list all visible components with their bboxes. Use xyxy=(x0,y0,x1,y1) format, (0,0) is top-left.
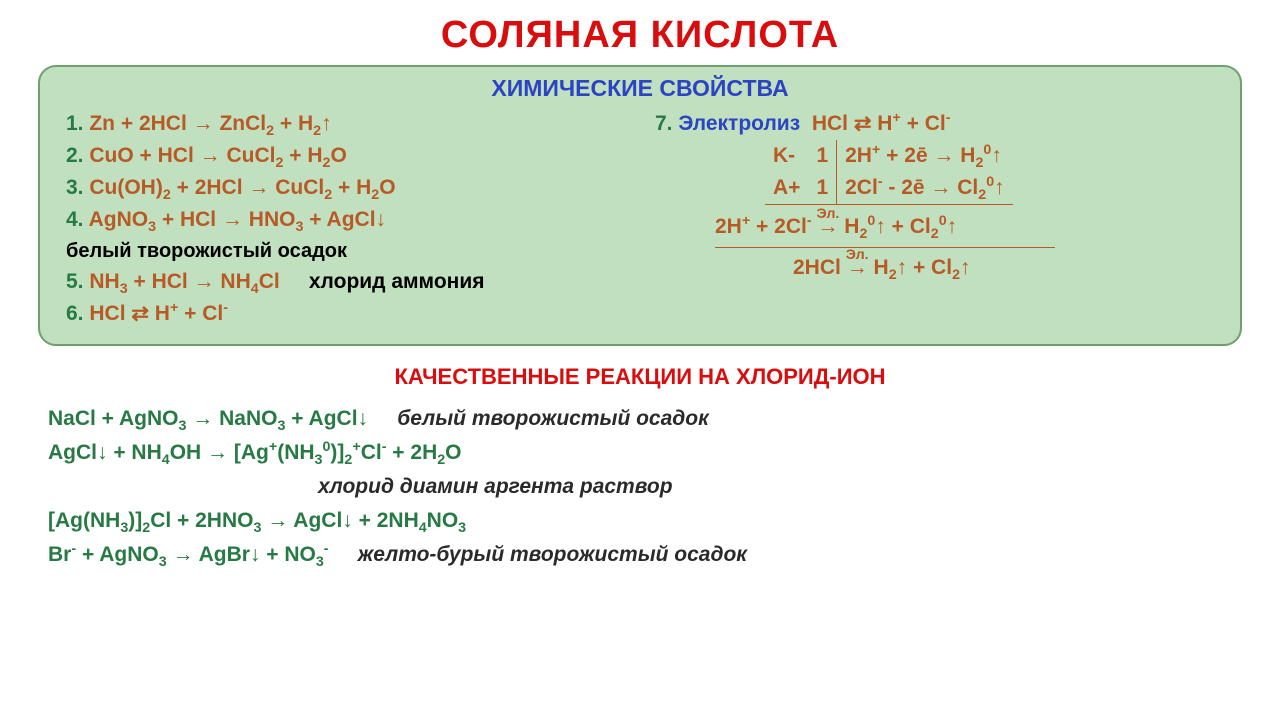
note-text: белый творожистый осадок xyxy=(66,236,625,266)
panel-title: ХИМИЧЕСКИЕ СВОЙСТВА xyxy=(66,75,1214,102)
equation-row: 1. Zn + 2HCl → ZnCl2 + H2↑ xyxy=(66,108,625,140)
equations-right: 7. Электролиз HCl ⇄ H+ + Cl- K-12H+ + 2ē… xyxy=(655,108,1214,330)
properties-panel: ХИМИЧЕСКИЕ СВОЙСТВА 1. Zn + 2HCl → ZnCl2… xyxy=(38,65,1242,346)
equation-row: 2. CuO + HCl → CuCl2 + H2O xyxy=(66,140,625,172)
divider xyxy=(715,247,1055,248)
reaction-row: AgCl↓ + NH4OH → [Ag+(NH30)]2+Cl- + 2H2O xyxy=(48,436,1232,470)
equation-row: 2H+ + 2Cl- Эл.→ H20↑ + Cl20↑ xyxy=(655,205,1214,243)
reaction-row: NaCl + AgNO3 → NaNO3 + AgCl↓ белый творо… xyxy=(48,402,1232,436)
electrolysis-table: K-12H+ + 2ē → H20↑ A+12Cl- - 2ē → Cl20↑ xyxy=(765,140,1013,205)
reaction-row: [Ag(NH3)]2Cl + 2HNO3 → AgCl↓ + 2NH4NO3 xyxy=(48,504,1232,538)
qualitative-reactions: КАЧЕСТВЕННЫЕ РЕАКЦИИ НА ХЛОРИД-ИОН NaCl … xyxy=(38,364,1242,572)
equation-row: 7. Электролиз HCl ⇄ H+ + Cl- xyxy=(655,108,1214,140)
page-title: СОЛЯНАЯ КИСЛОТА xyxy=(38,14,1242,57)
equation-row: 6. HCl ⇄ H+ + Cl- xyxy=(66,298,625,330)
equation-row: 3. Cu(OH)2 + 2HCl → CuCl2 + H2O xyxy=(66,172,625,204)
equation-row: 2HCl Эл.→ H2↑ + Cl2↑ xyxy=(655,252,1214,284)
reaction-row: Br- + AgNO3 → AgBr↓ + NO3- желто-бурый т… xyxy=(48,538,1232,572)
lower-title: КАЧЕСТВЕННЫЕ РЕАКЦИИ НА ХЛОРИД-ИОН xyxy=(48,364,1232,390)
equations-left: 1. Zn + 2HCl → ZnCl2 + H2↑2. CuO + HCl →… xyxy=(66,108,625,330)
reaction-row: хлорид диамин аргента раствор xyxy=(48,470,1232,504)
equation-row: 4. AgNO3 + HCl → HNO3 + AgCl↓ xyxy=(66,204,625,236)
equation-row: 5. NH3 + HCl → NH4Cl хлорид аммония xyxy=(66,266,625,298)
